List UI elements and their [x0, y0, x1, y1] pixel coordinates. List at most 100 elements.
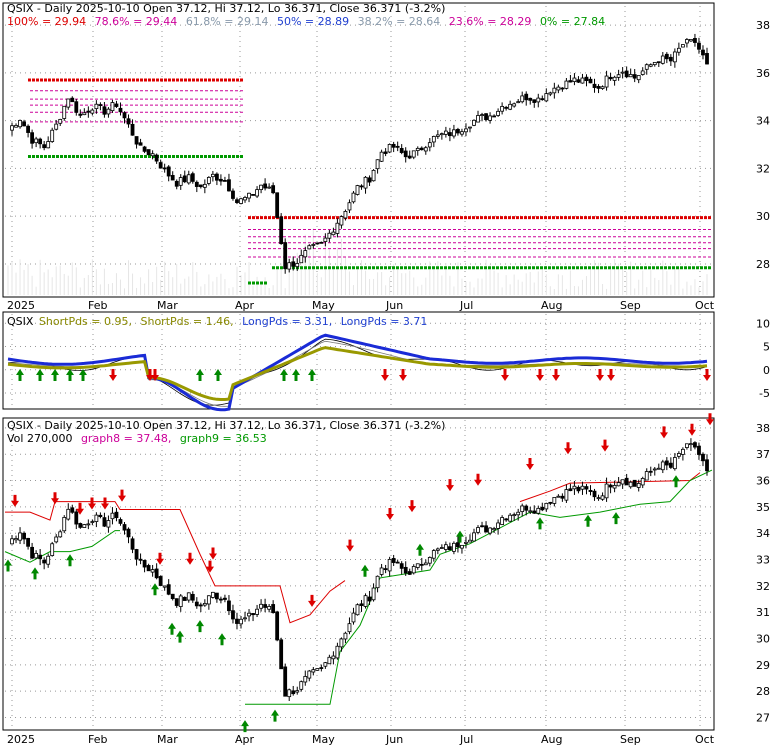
price-candle-body [130, 123, 135, 136]
stop-candle-body [78, 523, 83, 528]
stop-candle-body [476, 527, 480, 533]
volume-bar [240, 275, 242, 295]
volume-bar [449, 275, 451, 295]
stop-candle-body [219, 598, 223, 601]
price-candle-body [359, 185, 364, 188]
stop-down-arrow [346, 539, 354, 552]
volume-bar [27, 264, 29, 295]
price-candle-body [685, 39, 689, 44]
stop-candle-body [548, 501, 553, 504]
price-candle-body [295, 263, 300, 268]
price-candle-body [701, 49, 705, 56]
price-candle-body [628, 74, 633, 78]
volume-bar [180, 283, 182, 295]
volume-bar [682, 288, 684, 295]
y-tick-label: 38 [756, 19, 770, 32]
stop-candle-body [263, 604, 268, 608]
x-tick-label: Feb [88, 299, 107, 312]
volume-bar [188, 276, 190, 295]
indicator-arrows [16, 369, 711, 381]
volume-bar [212, 281, 214, 295]
stop-candle-body [58, 531, 63, 538]
y-tick-label: 30 [756, 210, 770, 223]
volume-bar [256, 276, 258, 295]
y-tick-label: 27 [756, 711, 770, 724]
volume-bar [55, 266, 57, 295]
price-candle-body [251, 194, 255, 196]
price-candle-body [214, 173, 219, 181]
price-candle-body [419, 147, 424, 151]
stop-down-arrow [308, 594, 316, 607]
stop-candle-body [283, 666, 288, 697]
stop-candle-body [303, 676, 308, 683]
price-candle-body [142, 146, 147, 152]
price-candle-body [596, 85, 601, 89]
volume-bar [248, 261, 250, 295]
price-candles [10, 33, 709, 274]
volume-bar [107, 283, 109, 295]
price-candle-body [387, 144, 392, 153]
volume-bar [493, 270, 495, 295]
price-candle-body [680, 44, 685, 48]
volume-bar [662, 260, 664, 295]
price-candle-body [560, 87, 565, 90]
stop-up-arrow [176, 630, 184, 643]
stop-candle-body [427, 557, 432, 564]
price-candle-body [363, 176, 368, 189]
stop-candle-body [255, 608, 259, 615]
volume-bar [228, 288, 230, 295]
stop-candle-body [194, 601, 199, 607]
price-candle-body [512, 103, 517, 107]
stop-candle-body [435, 548, 440, 551]
price-candle-body [460, 131, 464, 135]
stop-candle-body [460, 544, 464, 549]
x-tick-label: Jul [459, 733, 473, 745]
graph9-label: graph9 = 36.53 [180, 432, 267, 445]
price-candle-body [375, 159, 380, 170]
stop-candle-body [492, 528, 496, 531]
price-candle-body [114, 103, 119, 107]
price-candle-body [239, 198, 243, 204]
volume-bar [59, 265, 61, 295]
indicator-up-arrow [280, 369, 288, 381]
stop-candle-body [660, 461, 665, 471]
price-candle-body [299, 254, 304, 264]
price-candle-body [415, 147, 420, 151]
volume-bar [63, 273, 65, 295]
price-candle-body [443, 130, 448, 135]
volume-bar [465, 281, 467, 295]
volume-bar [67, 275, 69, 295]
stop-candle-body [150, 569, 155, 573]
price-candle-body [38, 138, 43, 145]
stop-candle-body [439, 547, 444, 549]
volume-bar [308, 245, 310, 295]
price-candle-body [311, 244, 316, 246]
stop-down-arrow [706, 413, 714, 426]
volume-bar [429, 261, 431, 295]
stop-candle-body [142, 560, 147, 568]
y-tick-label: 0 [763, 364, 770, 377]
stop-down-arrow [186, 552, 194, 565]
stop-candle-body [30, 546, 35, 559]
volume-bar [232, 287, 234, 295]
stop-down-arrow [564, 442, 572, 455]
price-candle-body [576, 79, 581, 83]
volume-bar [348, 271, 350, 295]
stop-candle-body [572, 485, 577, 490]
stop-candle-body [363, 595, 368, 607]
y-tick-label: 5 [763, 341, 770, 354]
volume-bar [630, 261, 632, 295]
indicator-up-arrow [292, 369, 300, 381]
price-candle-body [403, 150, 408, 158]
volume-bar [7, 265, 9, 295]
volume-bar [200, 286, 202, 295]
volume-bar [618, 263, 620, 295]
volume-bar [686, 281, 688, 295]
stop-up-arrow [584, 514, 592, 527]
stop-down-arrow [118, 489, 126, 502]
stop-candle-body [170, 593, 175, 600]
x-tick-label: Mar [157, 733, 178, 745]
volume-bar [694, 279, 696, 295]
stop-candle-body [472, 532, 476, 542]
volume-bar [501, 287, 503, 295]
